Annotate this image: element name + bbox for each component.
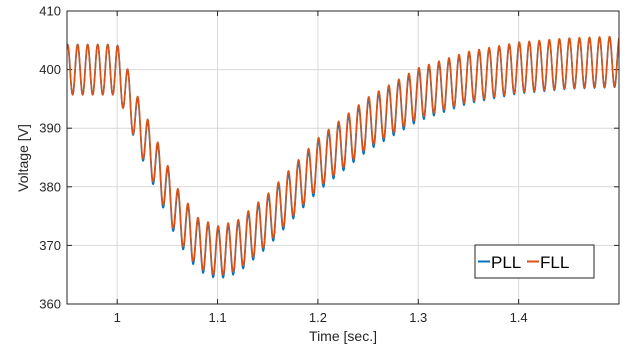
x-tick-label: 1.2	[309, 310, 327, 325]
x-tick-label: 1.4	[510, 310, 528, 325]
y-tick-label: 380	[39, 179, 61, 194]
series-line-fll	[67, 35, 619, 276]
legend: PLL FLL	[474, 244, 595, 279]
legend-box	[474, 244, 595, 279]
tick-labels: 1 1.1 1.2 1.3 1.4 360 370 380 390 400 410	[39, 4, 527, 326]
y-tick-label: 390	[39, 121, 61, 136]
y-axis-label: Voltage [V]	[15, 124, 31, 192]
x-axis-label: Time [sec.]	[309, 328, 377, 344]
legend-label-fll: FLL	[540, 253, 569, 272]
y-tick-label: 410	[39, 4, 61, 19]
y-tick-label: 370	[39, 238, 61, 253]
x-tick-label: 1	[114, 310, 121, 325]
legend-label-pll: PLL	[491, 253, 521, 272]
y-tick-label: 400	[39, 62, 61, 77]
series-lines	[67, 35, 619, 279]
plot-frame	[66, 10, 620, 305]
x-tick-label: 1.3	[409, 310, 427, 325]
x-tick-label: 1.1	[209, 310, 227, 325]
y-tick-label: 360	[39, 297, 61, 312]
